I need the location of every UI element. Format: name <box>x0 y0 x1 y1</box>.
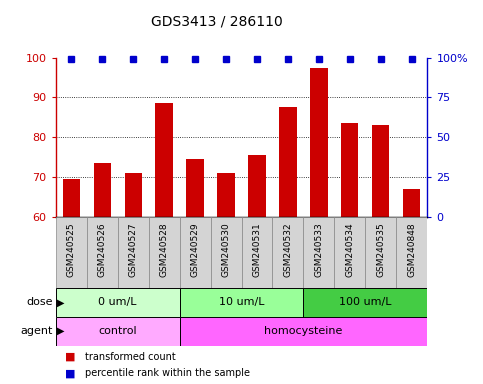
Text: dose: dose <box>27 297 53 308</box>
Bar <box>397 217 427 288</box>
Text: 0 um/L: 0 um/L <box>98 297 137 308</box>
Text: GSM240527: GSM240527 <box>128 222 138 276</box>
Bar <box>341 123 358 217</box>
Text: GSM240848: GSM240848 <box>408 222 416 276</box>
Bar <box>62 179 80 217</box>
Bar <box>186 159 203 217</box>
Text: GSM240533: GSM240533 <box>314 222 324 277</box>
Bar <box>311 68 327 217</box>
Bar <box>94 163 111 217</box>
Text: 100 um/L: 100 um/L <box>339 297 392 308</box>
Bar <box>217 173 235 217</box>
Text: GSM240525: GSM240525 <box>67 222 75 276</box>
Text: 10 um/L: 10 um/L <box>219 297 264 308</box>
Text: GSM240529: GSM240529 <box>190 222 199 276</box>
Bar <box>56 288 180 317</box>
Text: GSM240526: GSM240526 <box>98 222 107 276</box>
Bar <box>56 317 180 346</box>
Bar <box>180 317 427 346</box>
Bar <box>242 217 272 288</box>
Bar <box>303 288 427 317</box>
Text: percentile rank within the sample: percentile rank within the sample <box>85 368 250 378</box>
Text: homocysteine: homocysteine <box>264 326 342 336</box>
Bar <box>180 288 303 317</box>
Bar <box>180 217 211 288</box>
Text: GSM240535: GSM240535 <box>376 222 385 277</box>
Bar <box>156 103 172 217</box>
Text: GSM240528: GSM240528 <box>159 222 169 276</box>
Text: ■: ■ <box>65 368 76 378</box>
Bar <box>372 125 389 217</box>
Text: GSM240530: GSM240530 <box>222 222 230 277</box>
Bar <box>86 217 117 288</box>
Bar <box>125 173 142 217</box>
Bar <box>334 217 366 288</box>
Text: transformed count: transformed count <box>85 352 175 362</box>
Text: GDS3413 / 286110: GDS3413 / 286110 <box>152 15 283 29</box>
Bar <box>248 155 266 217</box>
Text: ▶: ▶ <box>57 326 65 336</box>
Bar <box>303 217 334 288</box>
Bar <box>280 108 297 217</box>
Bar <box>56 217 86 288</box>
Bar <box>366 217 397 288</box>
Text: control: control <box>98 326 137 336</box>
Text: GSM240534: GSM240534 <box>345 222 355 276</box>
Text: agent: agent <box>21 326 53 336</box>
Text: ▶: ▶ <box>57 297 65 308</box>
Bar <box>272 217 303 288</box>
Bar <box>117 217 149 288</box>
Bar <box>403 189 421 217</box>
Text: ■: ■ <box>65 352 76 362</box>
Bar <box>149 217 180 288</box>
Text: GSM240531: GSM240531 <box>253 222 261 277</box>
Bar <box>211 217 242 288</box>
Text: GSM240532: GSM240532 <box>284 222 293 276</box>
